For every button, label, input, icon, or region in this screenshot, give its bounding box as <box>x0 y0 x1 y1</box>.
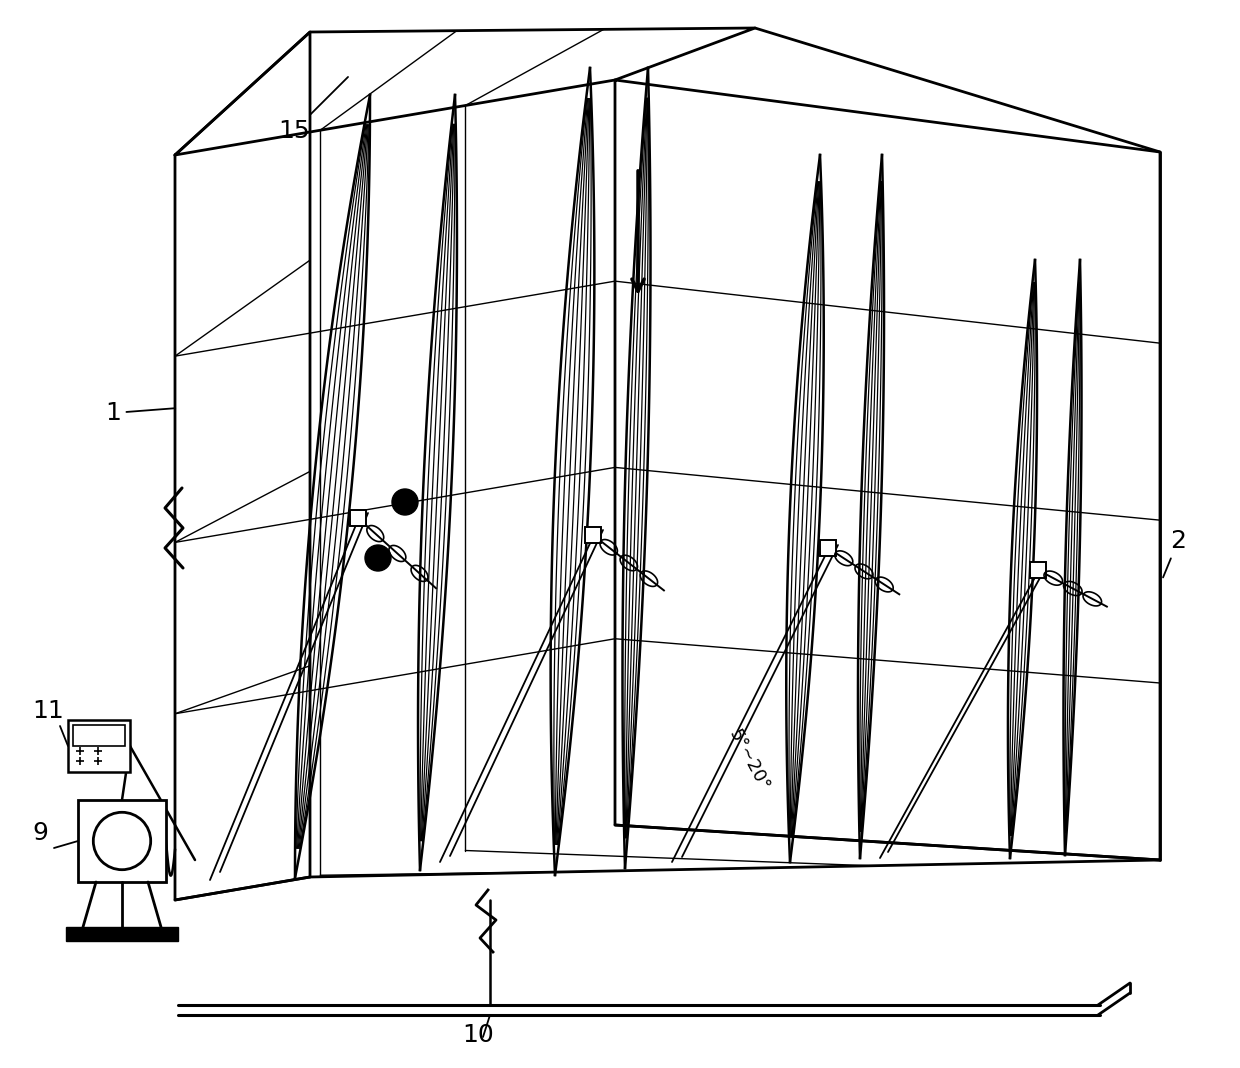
Circle shape <box>365 545 391 571</box>
Bar <box>66 927 179 941</box>
Text: 11: 11 <box>32 698 63 723</box>
Text: 1: 1 <box>105 400 175 425</box>
Bar <box>78 800 166 882</box>
Bar <box>1030 562 1047 578</box>
Bar <box>68 720 130 772</box>
Text: 5°~20°: 5°~20° <box>725 726 773 794</box>
Text: 10: 10 <box>463 1023 494 1047</box>
Bar <box>350 511 366 527</box>
Circle shape <box>392 489 418 515</box>
Text: 15: 15 <box>278 77 348 143</box>
Text: 9: 9 <box>32 821 48 845</box>
Circle shape <box>93 813 151 869</box>
Bar <box>73 725 125 745</box>
Text: 2: 2 <box>1163 529 1185 578</box>
Bar <box>820 540 836 556</box>
Bar <box>585 527 601 543</box>
